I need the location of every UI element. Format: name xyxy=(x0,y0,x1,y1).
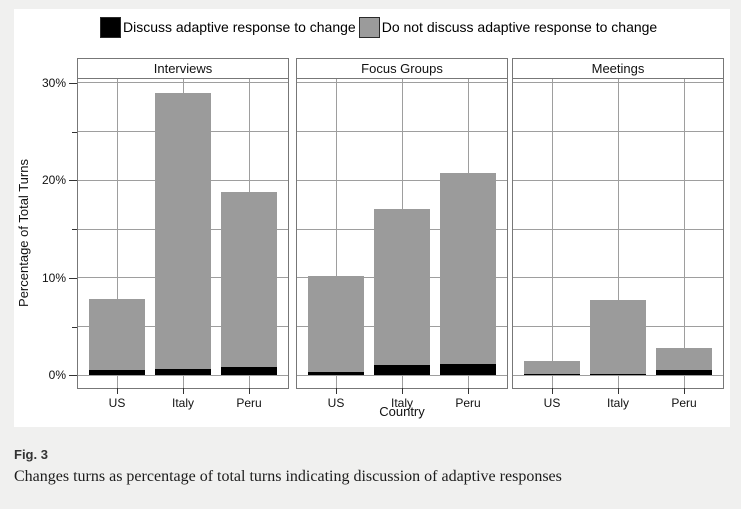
y-axis-tick xyxy=(69,180,77,182)
bar-segment-discuss xyxy=(590,374,646,376)
x-category-label: US xyxy=(543,396,561,410)
legend-swatch-black xyxy=(100,17,121,38)
bar-segment-discuss xyxy=(374,364,430,376)
legend-label: Do not discuss adaptive response to chan… xyxy=(381,19,658,35)
bar-segment-discuss xyxy=(656,370,712,376)
x-category-label: Peru xyxy=(455,396,481,410)
x-axis-tick xyxy=(335,388,337,394)
x-category-label: Peru xyxy=(671,396,697,410)
figure-number: Fig. 3 xyxy=(14,447,48,462)
y-tick-label: 30% xyxy=(41,75,66,90)
gridline-vertical xyxy=(683,79,685,388)
x-category-label: US xyxy=(327,396,345,410)
bar-segment-discuss xyxy=(155,369,211,376)
x-axis-title: Country xyxy=(379,404,425,419)
x-axis-tick xyxy=(182,388,184,394)
facet-panel: Interviews US Italy Peru xyxy=(77,58,289,410)
y-axis-minor-tick xyxy=(72,326,77,328)
y-tick-label: 20% xyxy=(41,173,66,188)
bar-segment-discuss xyxy=(89,370,145,376)
x-category-label: Peru xyxy=(236,396,262,410)
y-axis-minor-tick xyxy=(72,229,77,231)
y-tick-label: 0% xyxy=(48,368,66,383)
gridline-vertical xyxy=(551,79,553,388)
x-axis-tick xyxy=(401,388,403,394)
facet-title: Focus Groups xyxy=(296,58,508,79)
x-category-label: Italy xyxy=(171,396,194,410)
x-axis-tick xyxy=(116,388,118,394)
figure-caption: Fig. 3 Changes turns as percentage of to… xyxy=(14,447,714,486)
gridline-vertical xyxy=(335,79,337,388)
y-axis-minor-tick xyxy=(72,131,77,133)
legend-item-do-not-discuss: Do not discuss adaptive response to chan… xyxy=(358,17,658,38)
y-axis-title: Percentage of Total Turns xyxy=(16,159,31,307)
plot-panel: US Italy Peru xyxy=(512,78,724,410)
figure-caption-text: Changes turns as percentage of total tur… xyxy=(14,468,562,485)
x-axis-tick xyxy=(248,388,250,394)
bar-segment-do-not-discuss xyxy=(374,208,430,365)
bar-segment-do-not-discuss xyxy=(440,172,496,364)
legend-label: Discuss adaptive response to change xyxy=(123,19,356,35)
y-tick-label: 10% xyxy=(41,270,66,285)
gridline-vertical xyxy=(116,79,118,388)
x-category-label: Italy xyxy=(390,396,413,410)
gridline-vertical xyxy=(617,79,619,388)
bar-segment-do-not-discuss xyxy=(590,300,646,375)
chart-legend: Discuss adaptive response to change Do n… xyxy=(100,17,657,38)
x-axis-tick xyxy=(683,388,685,394)
facet-panel: Focus Groups US Italy Peru xyxy=(296,58,508,410)
y-axis-tick xyxy=(69,277,77,279)
plot-panel: US Italy Peru xyxy=(296,78,508,410)
bar-segment-do-not-discuss xyxy=(656,348,712,371)
legend-swatch-gray xyxy=(358,17,380,38)
bar-segment-do-not-discuss xyxy=(308,275,364,373)
facet-title: Interviews xyxy=(77,58,289,79)
chart-area: Percentage of Total Turns Country Interv… xyxy=(14,9,730,427)
bar-segment-discuss xyxy=(308,372,364,376)
bar-segment-do-not-discuss xyxy=(155,92,211,370)
x-category-label: Italy xyxy=(606,396,629,410)
bar-segment-do-not-discuss xyxy=(89,299,145,371)
y-axis-tick xyxy=(69,375,77,377)
x-axis-tick xyxy=(617,388,619,394)
x-axis-tick xyxy=(467,388,469,394)
plot-panel: US Italy Peru xyxy=(77,78,289,410)
bar-segment-discuss xyxy=(440,363,496,376)
facet-panel: Meetings US Italy Peru xyxy=(512,58,724,410)
x-category-label: US xyxy=(108,396,126,410)
bar-segment-discuss xyxy=(221,366,277,376)
figure-panel: Discuss adaptive response to change Do n… xyxy=(14,9,730,427)
legend-item-discuss: Discuss adaptive response to change xyxy=(100,17,356,38)
bar-segment-discuss xyxy=(524,374,580,376)
x-axis-tick xyxy=(551,388,553,394)
bar-segment-do-not-discuss xyxy=(524,360,580,375)
facet-title: Meetings xyxy=(512,58,724,79)
y-axis-tick xyxy=(69,82,77,84)
bar-segment-do-not-discuss xyxy=(221,192,277,367)
